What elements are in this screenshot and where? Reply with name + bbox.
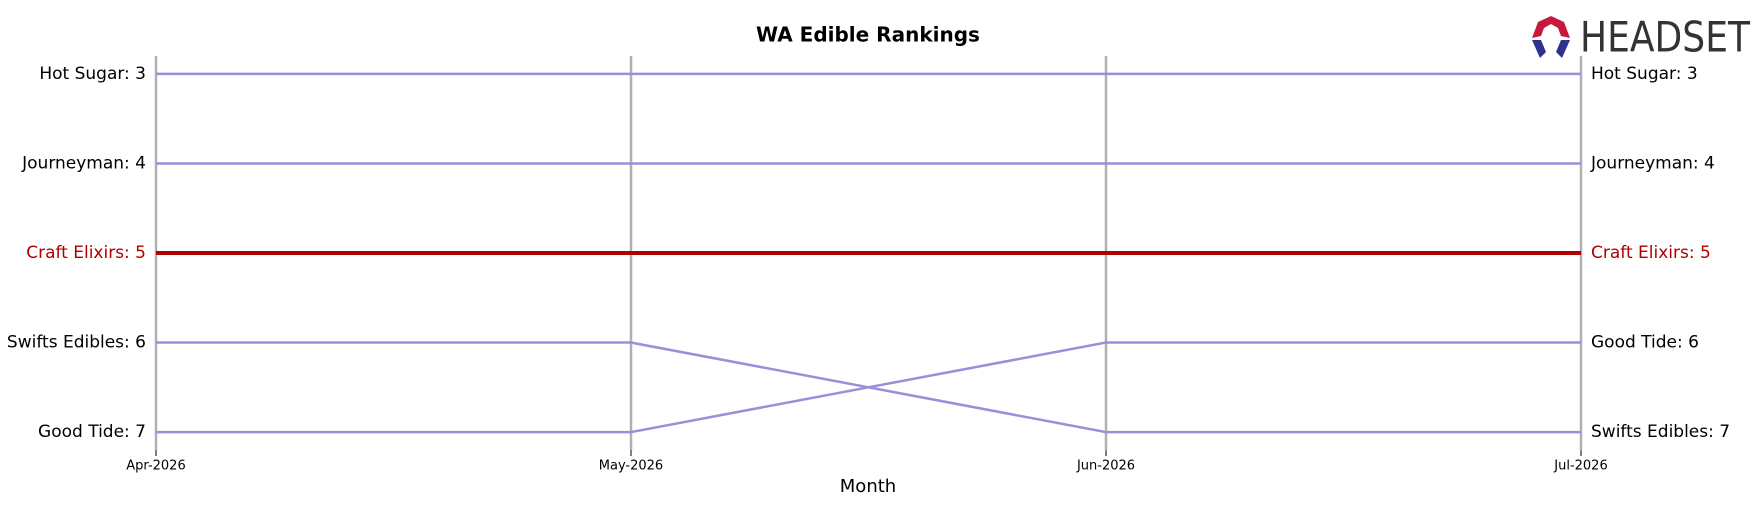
end-label: Hot Sugar: 3 xyxy=(1591,64,1698,84)
end-label: Good Tide: 6 xyxy=(1591,333,1699,353)
start-label: Good Tide: 7 xyxy=(38,422,146,442)
start-label: Hot Sugar: 3 xyxy=(39,64,146,84)
end-label: Swifts Edibles: 7 xyxy=(1591,422,1730,442)
x-tick-label: May-2026 xyxy=(599,459,663,474)
x-tick-label: Jul-2026 xyxy=(1553,459,1607,474)
rank-line xyxy=(156,341,1581,434)
logo-icon xyxy=(1556,40,1570,58)
x-tick-label: Jun-2026 xyxy=(1076,459,1135,474)
logo: HEADSET xyxy=(1532,13,1750,62)
end-label: Journeyman: 4 xyxy=(1590,153,1715,173)
chart-title: WA Edible Rankings xyxy=(756,23,980,47)
end-label: Craft Elixirs: 5 xyxy=(1591,243,1711,263)
logo-text: HEADSET xyxy=(1580,13,1750,62)
logo-icon xyxy=(1532,16,1570,38)
start-label: Craft Elixirs: 5 xyxy=(26,243,146,263)
logo-icon xyxy=(1532,40,1546,58)
x-axis-label: Month xyxy=(840,476,896,497)
x-tick-label: Apr-2026 xyxy=(126,459,185,474)
start-label: Swifts Edibles: 6 xyxy=(7,333,146,353)
start-label: Journeyman: 4 xyxy=(21,153,146,173)
